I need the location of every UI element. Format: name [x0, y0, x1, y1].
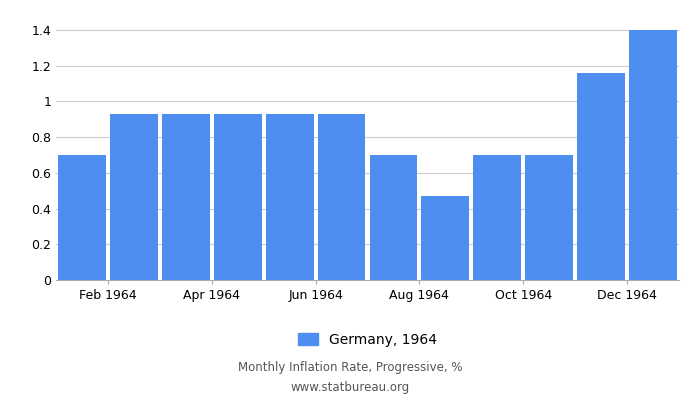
Bar	[629, 30, 677, 280]
Text: www.statbureau.org: www.statbureau.org	[290, 382, 410, 394]
Text: Monthly Inflation Rate, Progressive, %: Monthly Inflation Rate, Progressive, %	[238, 362, 462, 374]
Bar	[473, 155, 522, 280]
Bar	[162, 114, 210, 280]
Bar	[318, 114, 365, 280]
Bar	[110, 114, 158, 280]
Bar	[578, 73, 625, 280]
Bar	[525, 155, 573, 280]
Bar	[266, 114, 314, 280]
Bar	[58, 155, 106, 280]
Legend: Germany, 1964: Germany, 1964	[292, 327, 443, 352]
Bar	[370, 155, 417, 280]
Bar	[214, 114, 262, 280]
Bar	[421, 196, 469, 280]
